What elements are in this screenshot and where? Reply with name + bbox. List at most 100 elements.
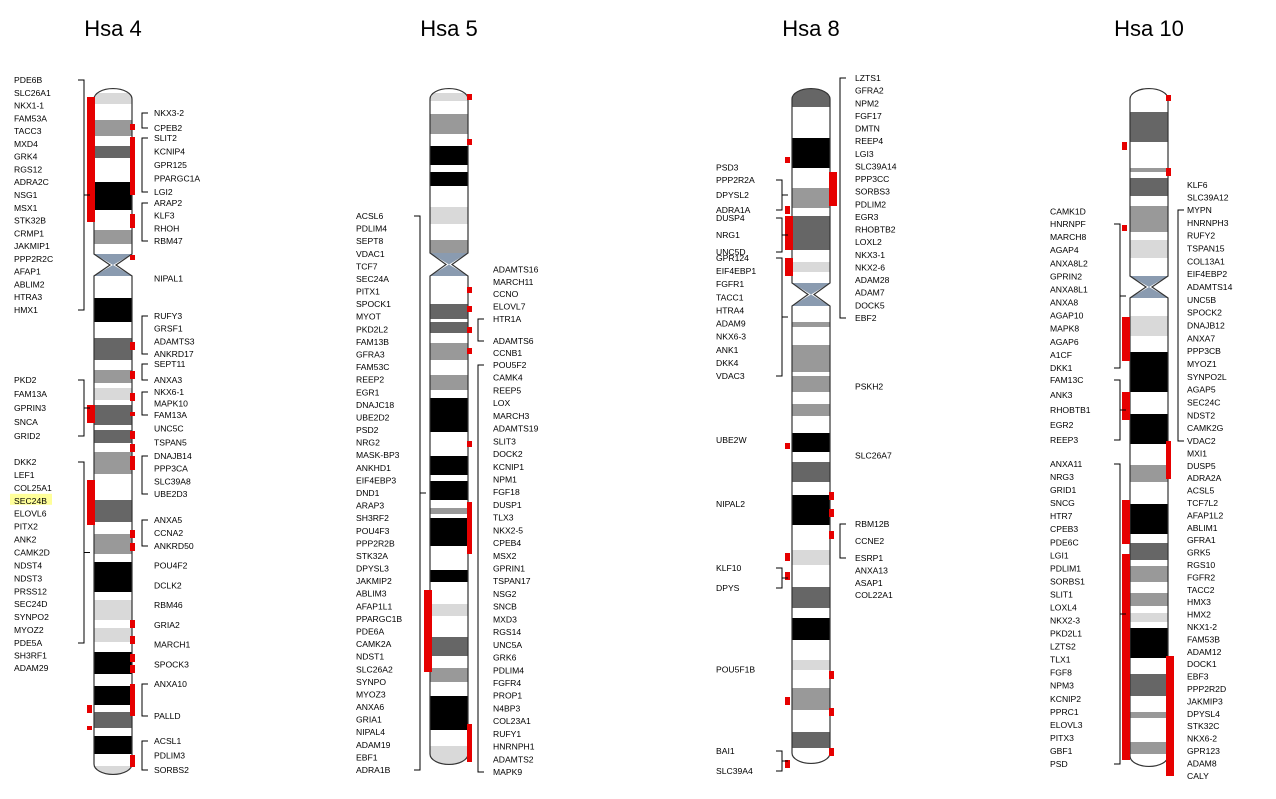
band-hsa-10-21 bbox=[1130, 504, 1168, 535]
gene-hsa-10-left-lzts2: LZTS2 bbox=[1050, 642, 1076, 652]
gene-hsa-8-right-anxa13: ANXA13 bbox=[855, 565, 888, 575]
gene-hsa-4-right-dclk2: DCLK2 bbox=[154, 580, 182, 590]
bracket-hsa-4-left-0 bbox=[78, 79, 85, 311]
gene-hsa-8-right-col22a1: COL22A1 bbox=[855, 590, 893, 600]
band-hsa-8-17 bbox=[792, 392, 830, 405]
gene-hsa-10-left-pde6c: PDE6C bbox=[1050, 537, 1079, 547]
gene-hsa-4-right-ppp3ca: PPP3CA bbox=[154, 464, 188, 474]
gene-hsa-8-right-dmtn: DMTN bbox=[855, 124, 880, 134]
gene-hsa-4-left-grid2: GRID2 bbox=[14, 431, 40, 441]
gene-hsa-10-right-col13a1: COL13A1 bbox=[1187, 256, 1225, 266]
gene-hsa-4-right-fam13a: FAM13A bbox=[154, 410, 187, 420]
gene-hsa-5-left-acsl6: ACSL6 bbox=[356, 211, 383, 221]
band-hsa-8-6 bbox=[792, 208, 830, 217]
marker-hsa-8-3 bbox=[785, 258, 793, 276]
gene-hsa-8-left-nrg1: NRG1 bbox=[716, 230, 740, 240]
gene-hsa-5-right-camk4: CAMK4 bbox=[493, 373, 523, 383]
band-hsa-5-26 bbox=[430, 500, 468, 509]
gene-hsa-5-left-gfra3: GFRA3 bbox=[356, 350, 385, 360]
band-hsa-5-16 bbox=[430, 333, 468, 344]
bracket-hsa-10-left-2 bbox=[1114, 463, 1121, 765]
gene-hsa-5-left-jakmip2: JAKMIP2 bbox=[356, 576, 392, 586]
band-hsa-4-26 bbox=[94, 500, 132, 523]
gene-hsa-5-left-camk2a: CAMK2A bbox=[356, 639, 392, 649]
gene-hsa-5-left-pou4f3: POU4F3 bbox=[356, 526, 390, 536]
band-hsa-10-9 bbox=[1130, 232, 1168, 241]
band-hsa-5-25 bbox=[430, 481, 468, 501]
gene-hsa-10-left-sorbs1: SORBS1 bbox=[1050, 576, 1085, 586]
gene-hsa-4-left-camk2d: CAMK2D bbox=[14, 548, 50, 558]
bracket-hsa-4-right-0 bbox=[141, 112, 148, 129]
band-hsa-5-41 bbox=[430, 746, 468, 765]
band-hsa-10-7 bbox=[1130, 196, 1168, 207]
bracket-hsa-5-left-0 bbox=[414, 215, 421, 771]
gene-hsa-4-right-pdlim3: PDLIM3 bbox=[154, 751, 185, 761]
marker-hsa-10-6 bbox=[1166, 441, 1171, 479]
gene-hsa-4-right-anxa10: ANXA10 bbox=[154, 679, 187, 689]
marker-hsa-4-7 bbox=[130, 393, 135, 401]
bracket-hsa-4-right-6 bbox=[141, 455, 148, 495]
gene-hsa-10-left-pprc1: PPRC1 bbox=[1050, 707, 1079, 717]
gene-hsa-5-right-nsg2: NSG2 bbox=[493, 589, 517, 599]
band-hsa-4-4 bbox=[94, 136, 132, 147]
gene-highlight bbox=[10, 493, 52, 505]
marker-hsa-4-6 bbox=[130, 371, 135, 379]
bracket-hsa-4-right-5 bbox=[141, 391, 148, 416]
band-hsa-4-18 bbox=[94, 388, 132, 401]
gene-hsa-5-left-fam53c: FAM53C bbox=[356, 362, 389, 372]
band-hsa-8-3 bbox=[792, 138, 830, 169]
bracket-hsa-5-right-0 bbox=[477, 318, 484, 342]
band-hsa-5-6 bbox=[430, 165, 468, 173]
marker-hsa-8-14 bbox=[829, 748, 834, 756]
gene-hsa-5-right-ccnb1: CCNB1 bbox=[493, 348, 522, 358]
band-hsa-10-33 bbox=[1130, 674, 1168, 697]
marker-hsa-4-10 bbox=[130, 431, 135, 439]
gene-hsa-10-right-synpo2l: SYNPO2L bbox=[1187, 372, 1227, 382]
gene-hsa-5-left-ebf1: EBF1 bbox=[356, 752, 378, 762]
marker-hsa-4-5 bbox=[130, 342, 135, 350]
band-hsa-5-1 bbox=[430, 93, 468, 102]
band-hsa-4-23 bbox=[94, 443, 132, 453]
bracket-hsa-4-left-2 bbox=[78, 461, 85, 644]
marker-hsa-5-5 bbox=[467, 327, 472, 333]
band-hsa-4-34 bbox=[94, 628, 132, 643]
gene-hsa-8-right-esrp1: ESRP1 bbox=[855, 553, 883, 563]
band-hsa-4-41 bbox=[94, 728, 132, 737]
gene-hsa-10-left-elovl3: ELOVL3 bbox=[1050, 720, 1083, 730]
gene-hsa-8-right-loxl2: LOXL2 bbox=[855, 237, 882, 247]
gene-hsa-4-right-gpr125: GPR125 bbox=[154, 160, 187, 170]
gene-hsa-8-left-nipal2: NIPAL2 bbox=[716, 499, 745, 509]
gene-hsa-4-right-anxa5: ANXA5 bbox=[154, 515, 182, 525]
gene-hsa-10-right-caly: CALY bbox=[1187, 771, 1209, 781]
gene-hsa-5-left-ppargc1b: PPARGC1B bbox=[356, 614, 402, 624]
band-hsa-5-34 bbox=[430, 616, 468, 638]
band-hsa-4-19 bbox=[94, 400, 132, 406]
band-hsa-10-23 bbox=[1130, 543, 1168, 561]
centromere-hsa-5 bbox=[430, 253, 468, 276]
marker-hsa-8-0 bbox=[785, 157, 790, 163]
marker-hsa-10-7 bbox=[1122, 500, 1130, 544]
gene-hsa-8-right-rhobtb2: RHOBTB2 bbox=[855, 225, 896, 235]
gene-hsa-4-right-unc5c: UNC5C bbox=[154, 424, 184, 434]
gene-hsa-10-right-rufy2: RUFY2 bbox=[1187, 231, 1215, 241]
gene-hsa-10-right-adam12: ADAM12 bbox=[1187, 647, 1222, 657]
gene-hsa-5-right-adamts2: ADAMTS2 bbox=[493, 754, 534, 764]
gene-hsa-10-left-agap6: AGAP6 bbox=[1050, 337, 1079, 347]
marker-hsa-4-9 bbox=[87, 405, 95, 423]
gene-hsa-8-right-slc39a14: SLC39A14 bbox=[855, 161, 897, 171]
band-hsa-4-8 bbox=[94, 210, 132, 231]
gene-hsa-5-left-dnajc18: DNAJC18 bbox=[356, 400, 394, 410]
band-hsa-5-17 bbox=[430, 343, 468, 361]
bracket-hsa-10-left-0 bbox=[1114, 223, 1121, 369]
band-hsa-4-7 bbox=[94, 182, 132, 211]
gene-hsa-5-left-reep2: REEP2 bbox=[356, 375, 384, 385]
gene-hsa-5-left-nrg2: NRG2 bbox=[356, 438, 380, 448]
band-hsa-4-16 bbox=[94, 370, 132, 384]
band-hsa-4-40 bbox=[94, 712, 132, 729]
gene-hsa-5-left-eif4ebp3: EIF4EBP3 bbox=[356, 475, 396, 485]
marker-hsa-8-9 bbox=[785, 553, 790, 561]
marker-hsa-4-1 bbox=[130, 124, 135, 130]
gene-hsa-5-left-myoz3: MYOZ3 bbox=[356, 689, 386, 699]
bracket-hsa-8-right-1 bbox=[839, 523, 846, 559]
gene-hsa-4-left-afap1: AFAP1 bbox=[14, 267, 41, 277]
